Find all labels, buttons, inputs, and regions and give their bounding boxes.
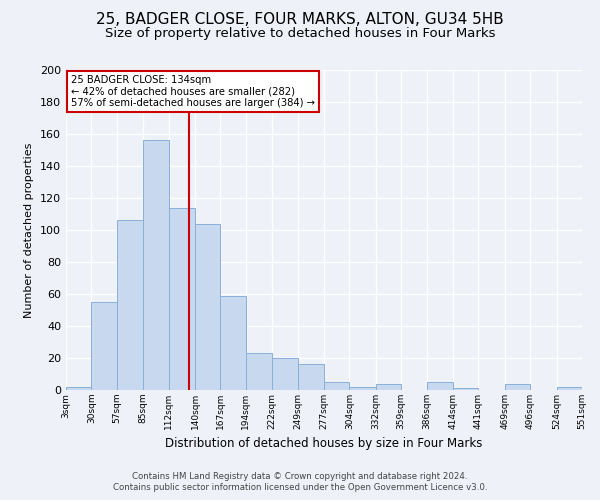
Bar xyxy=(298,364,324,390)
Bar xyxy=(220,296,246,390)
Bar xyxy=(246,353,272,390)
X-axis label: Distribution of detached houses by size in Four Marks: Distribution of detached houses by size … xyxy=(166,438,482,450)
Bar xyxy=(324,382,349,390)
Text: Size of property relative to detached houses in Four Marks: Size of property relative to detached ho… xyxy=(105,28,495,40)
Text: Contains HM Land Registry data © Crown copyright and database right 2024.: Contains HM Land Registry data © Crown c… xyxy=(132,472,468,481)
Bar xyxy=(66,387,91,390)
Bar xyxy=(427,382,453,390)
Bar xyxy=(143,140,169,390)
Bar xyxy=(272,358,298,390)
Y-axis label: Number of detached properties: Number of detached properties xyxy=(25,142,34,318)
Text: 25 BADGER CLOSE: 134sqm
← 42% of detached houses are smaller (282)
57% of semi-d: 25 BADGER CLOSE: 134sqm ← 42% of detache… xyxy=(71,75,315,108)
Bar xyxy=(169,208,195,390)
Bar xyxy=(195,224,220,390)
Bar xyxy=(557,387,582,390)
Bar xyxy=(453,388,478,390)
Bar xyxy=(117,220,143,390)
Bar xyxy=(91,302,117,390)
Text: 25, BADGER CLOSE, FOUR MARKS, ALTON, GU34 5HB: 25, BADGER CLOSE, FOUR MARKS, ALTON, GU3… xyxy=(96,12,504,28)
Bar xyxy=(349,387,376,390)
Text: Contains public sector information licensed under the Open Government Licence v3: Contains public sector information licen… xyxy=(113,484,487,492)
Bar xyxy=(376,384,401,390)
Bar xyxy=(505,384,530,390)
